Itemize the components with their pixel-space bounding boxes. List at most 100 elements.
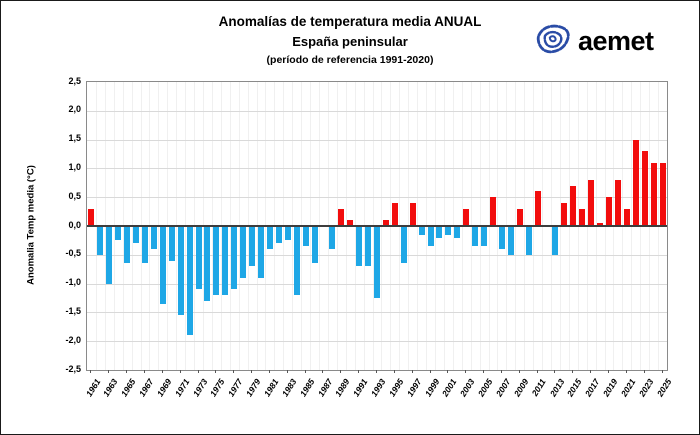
- bar-2000: [436, 226, 443, 238]
- x-tick-mark: [518, 370, 520, 373]
- bar-2024: [650, 162, 657, 226]
- bar-2003: [463, 208, 470, 226]
- x-tick-mark: [304, 370, 306, 373]
- bar-1975: [213, 226, 220, 296]
- bar-2011: [534, 191, 541, 226]
- bar-1979: [249, 226, 256, 267]
- bar-2021: [623, 208, 630, 226]
- x-tick-label: 1973: [190, 377, 210, 399]
- bar-2001: [445, 226, 452, 235]
- x-tick-label: 1997: [404, 377, 424, 399]
- bar-2019: [606, 197, 612, 226]
- x-tick-mark: [215, 370, 217, 373]
- horizontal-gridline: [87, 110, 667, 112]
- bar-1995: [391, 202, 398, 226]
- x-tick-label: 2011: [529, 377, 549, 398]
- bar-2020: [614, 179, 621, 226]
- bar-1994: [382, 220, 389, 226]
- x-tick-mark: [536, 370, 538, 373]
- bar-2015: [570, 185, 577, 226]
- x-tick-label: 1989: [333, 377, 352, 399]
- x-tick-mark: [233, 370, 235, 373]
- bar-1971: [177, 226, 184, 316]
- bar-2023: [641, 151, 648, 226]
- x-tick-mark: [197, 370, 199, 373]
- x-tick-label: 1985: [297, 377, 317, 399]
- bar-1963: [106, 226, 113, 284]
- x-tick-label: 1977: [226, 377, 245, 399]
- x-tick-mark: [393, 370, 395, 373]
- x-tick-label: 2003: [458, 377, 477, 399]
- bar-2014: [561, 202, 568, 226]
- x-tick-label: 1963: [101, 377, 120, 399]
- bar-1980: [258, 226, 264, 278]
- bar-1982: [275, 226, 282, 244]
- y-tick-label: 1,0: [68, 161, 81, 172]
- x-tick-mark: [90, 370, 92, 373]
- x-tick-label: 1975: [208, 377, 227, 399]
- x-tick-label: 1961: [83, 377, 102, 399]
- x-tick-mark: [429, 370, 431, 373]
- bar-2016: [579, 208, 586, 226]
- bar-2009: [516, 208, 523, 226]
- aemet-logo-text: aemet: [578, 25, 654, 56]
- x-tick-mark: [126, 370, 128, 373]
- bar-1974: [204, 226, 211, 301]
- bar-1968: [150, 226, 157, 250]
- y-tick-label: 2,0: [68, 104, 81, 115]
- x-tick-mark: [411, 370, 413, 373]
- x-tick-label: 2007: [493, 377, 513, 399]
- x-tick-label: 1967: [136, 377, 156, 399]
- bar-1992: [365, 226, 372, 267]
- horizontal-gridline: [87, 197, 667, 199]
- bar-2007: [498, 226, 505, 250]
- x-tick-label: 2001: [440, 377, 459, 399]
- bar-1993: [374, 226, 380, 298]
- x-tick-mark: [340, 370, 342, 373]
- bar-2002: [454, 226, 461, 238]
- x-tick-mark: [590, 370, 592, 373]
- x-tick-label: 1991: [351, 377, 370, 399]
- x-tick-mark: [108, 370, 110, 373]
- bar-1988: [329, 226, 336, 250]
- x-tick-label: 2013: [547, 377, 566, 399]
- bar-1978: [240, 226, 247, 278]
- x-tick-mark: [179, 370, 181, 373]
- horizontal-gridline: [87, 168, 667, 170]
- bar-1962: [97, 226, 104, 255]
- x-tick-mark: [643, 370, 645, 373]
- x-tick-mark: [500, 370, 502, 373]
- bar-2010: [525, 226, 532, 255]
- x-tick-mark: [358, 370, 360, 373]
- x-tick-label: 1965: [119, 377, 138, 399]
- x-tick-mark: [608, 370, 609, 373]
- plot-area: [86, 81, 668, 371]
- bar-1965: [124, 226, 131, 264]
- x-tick-label: 2023: [636, 377, 656, 399]
- bar-2013: [552, 226, 559, 255]
- chart-title: Anomalías de temperatura media ANUAL: [218, 14, 482, 29]
- x-tick-mark: [465, 370, 467, 373]
- bar-2006: [490, 197, 496, 226]
- x-tick-mark: [447, 370, 449, 373]
- horizontal-gridline: [87, 139, 667, 141]
- horizontal-gridline: [87, 341, 667, 343]
- bar-1972: [186, 226, 193, 336]
- bar-1984: [293, 226, 300, 296]
- y-tick-label: -0,5: [65, 248, 81, 259]
- x-tick-mark: [268, 370, 270, 373]
- x-tick-mark: [625, 370, 627, 373]
- y-tick-label: -1,0: [65, 277, 81, 288]
- x-tick-mark: [286, 370, 288, 373]
- x-tick-label: 1987: [315, 377, 334, 399]
- x-tick-label: 2009: [511, 377, 531, 399]
- chart-header: Anomalías de temperatura media ANUAL Esp…: [1, 13, 699, 67]
- bar-1964: [115, 226, 122, 241]
- horizontal-gridline: [87, 312, 667, 314]
- x-tick-label: 2017: [583, 377, 602, 399]
- bar-1998: [418, 226, 425, 235]
- bar-2008: [507, 226, 514, 255]
- x-tick-mark: [554, 370, 556, 373]
- x-tick-label: 2015: [565, 377, 584, 399]
- y-tick-label: -2,5: [65, 363, 81, 374]
